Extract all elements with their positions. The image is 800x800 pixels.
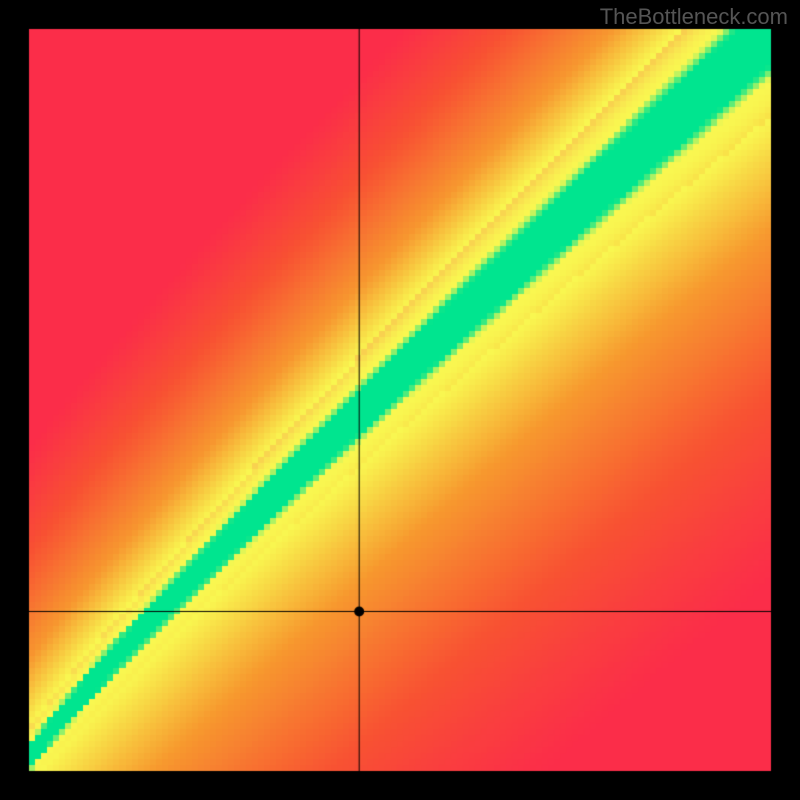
watermark-text: TheBottleneck.com: [600, 4, 788, 30]
bottleneck-heatmap: [0, 0, 800, 800]
